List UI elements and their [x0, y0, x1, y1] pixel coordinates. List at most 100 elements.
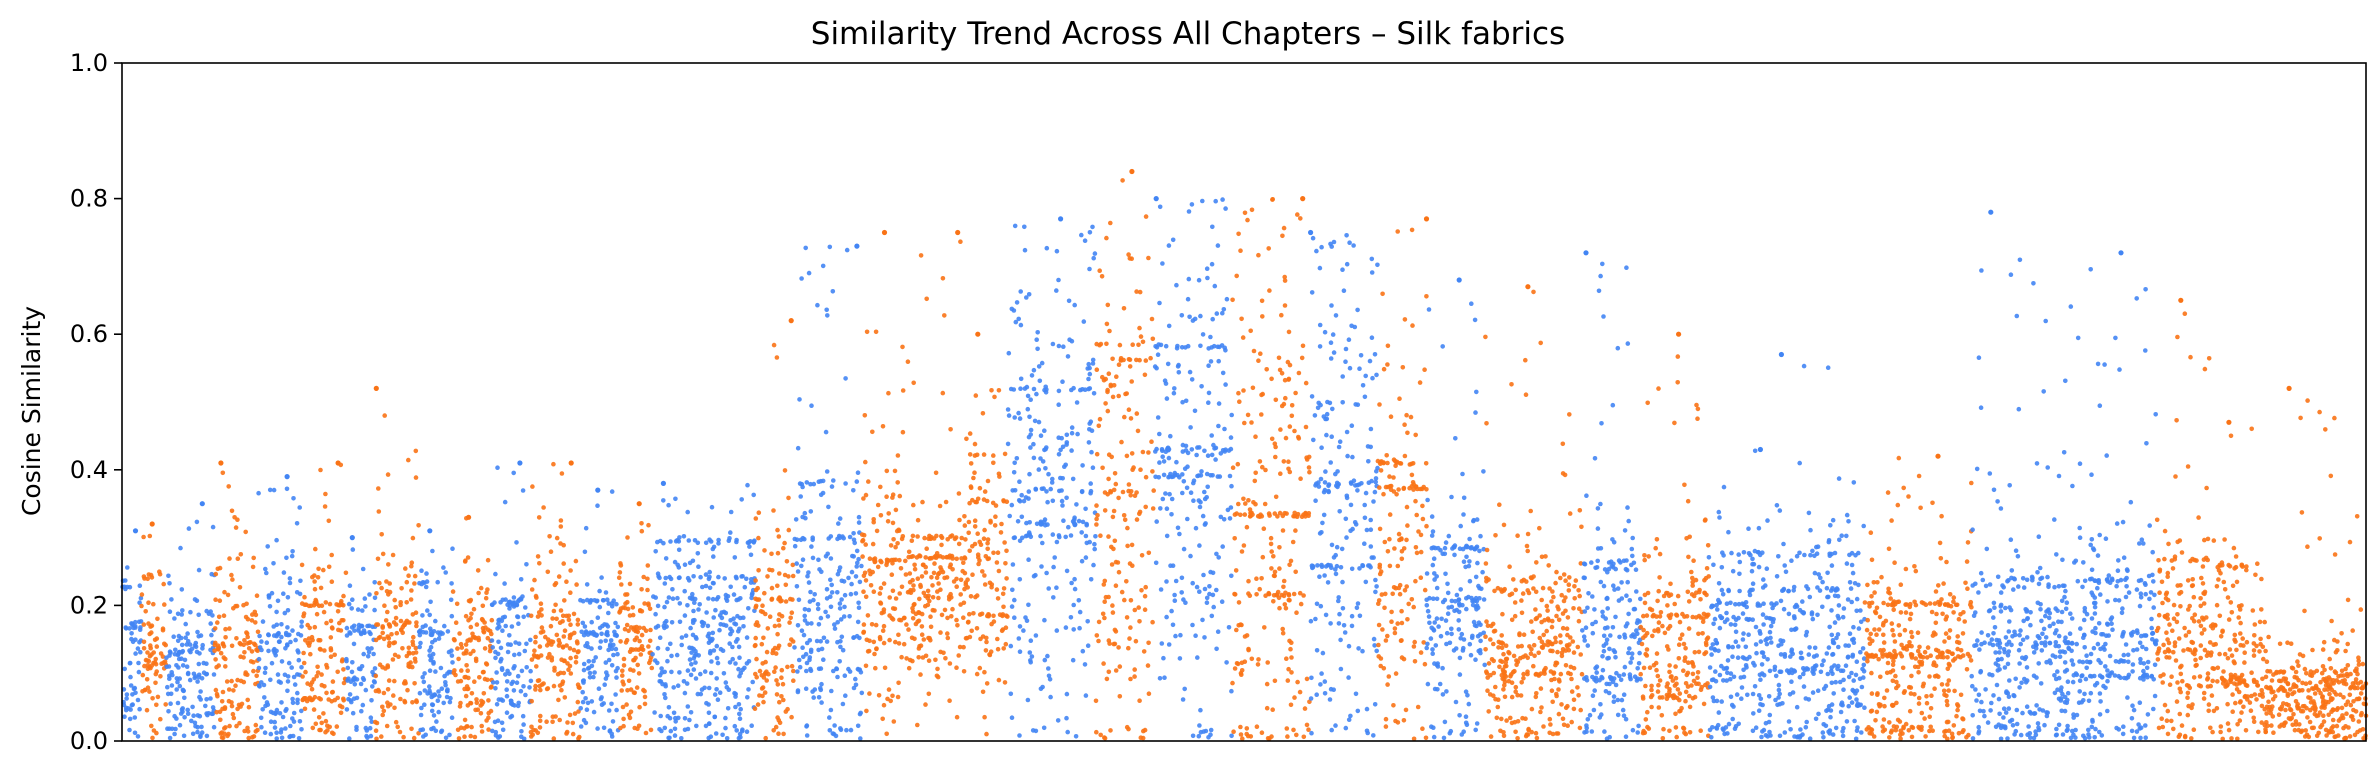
data-point: [819, 646, 825, 652]
data-point: [755, 702, 761, 707]
data-point: [1241, 543, 1247, 548]
data-point: [962, 556, 968, 561]
data-point: [1539, 639, 1545, 644]
data-point: [482, 620, 487, 625]
data-point: [1579, 671, 1585, 677]
data-point: [358, 681, 364, 687]
data-point: [1031, 441, 1036, 447]
data-point: [1104, 235, 1109, 241]
data-point: [568, 460, 574, 466]
data-point: [1106, 638, 1112, 643]
data-point: [139, 592, 145, 597]
data-point: [1536, 650, 1541, 656]
data-point: [1145, 663, 1151, 668]
data-point: [1602, 567, 1608, 572]
data-point: [928, 614, 933, 619]
data-point: [847, 669, 853, 674]
data-point: [965, 577, 970, 582]
data-point: [1183, 398, 1189, 404]
data-point: [1153, 560, 1159, 566]
data-point: [1102, 735, 1107, 740]
data-point: [453, 620, 459, 625]
data-point: [791, 678, 796, 683]
data-point: [1600, 261, 1605, 267]
data-point: [272, 719, 278, 725]
data-point: [1514, 662, 1519, 668]
data-point: [795, 689, 801, 695]
data-point: [254, 593, 260, 598]
data-point: [580, 598, 586, 604]
data-point: [518, 577, 524, 582]
data-point: [498, 645, 504, 651]
data-point: [653, 611, 658, 617]
data-point: [527, 685, 532, 690]
data-point: [825, 313, 830, 318]
data-point: [430, 548, 435, 554]
data-point: [344, 625, 350, 631]
data-point: [775, 550, 781, 556]
data-point: [1267, 513, 1272, 518]
data-point: [619, 582, 624, 587]
data-point: [554, 616, 559, 622]
data-point: [1582, 638, 1587, 643]
data-point: [374, 736, 379, 742]
data-point: [572, 711, 578, 716]
data-point: [189, 718, 194, 724]
data-point: [1405, 617, 1410, 622]
data-point: [1584, 725, 1589, 731]
data-point: [1454, 592, 1460, 598]
data-point: [1083, 555, 1089, 560]
data-point: [297, 591, 303, 597]
data-point: [781, 731, 786, 737]
data-point: [1480, 569, 1485, 575]
data-point: [1572, 584, 1577, 589]
data-point: [1538, 686, 1544, 691]
data-point: [1561, 572, 1567, 577]
data-point: [326, 518, 332, 524]
data-point: [475, 568, 481, 573]
data-point: [1372, 702, 1378, 707]
data-point: [802, 618, 808, 623]
data-point: [716, 537, 721, 543]
data-point: [1112, 471, 1118, 476]
data-point: [714, 687, 719, 692]
data-point: [854, 243, 860, 249]
data-point: [279, 727, 284, 732]
data-point: [160, 626, 166, 631]
data-point: [1318, 682, 1323, 687]
data-point: [600, 598, 606, 603]
data-point: [394, 630, 400, 636]
data-point: [339, 598, 344, 604]
data-point: [985, 546, 990, 552]
data-point: [1286, 329, 1292, 335]
data-point: [395, 724, 401, 730]
data-point: [1054, 288, 1059, 293]
data-point: [634, 624, 639, 630]
data-point: [1134, 490, 1139, 495]
data-point: [616, 575, 622, 580]
data-point: [737, 673, 742, 679]
data-point: [312, 579, 317, 584]
data-point: [1442, 719, 1448, 725]
data-point: [175, 611, 181, 617]
data-point: [1129, 168, 1135, 175]
data-point: [1431, 596, 1436, 601]
data-point: [1046, 673, 1052, 679]
data-point: [1051, 564, 1056, 570]
data-point: [1028, 638, 1034, 643]
data-point: [1471, 518, 1476, 524]
data-point: [1214, 551, 1219, 557]
data-point: [539, 607, 544, 612]
data-point: [874, 528, 880, 534]
data-point: [1345, 453, 1350, 459]
data-point: [753, 516, 759, 521]
data-point: [1061, 344, 1066, 350]
data-point: [1537, 635, 1543, 641]
data-point: [1199, 384, 1204, 389]
data-point: [172, 651, 178, 657]
data-point: [984, 639, 989, 645]
data-point: [806, 270, 812, 276]
data-point: [1027, 650, 1033, 655]
data-point: [433, 669, 438, 674]
data-point: [1205, 453, 1211, 459]
